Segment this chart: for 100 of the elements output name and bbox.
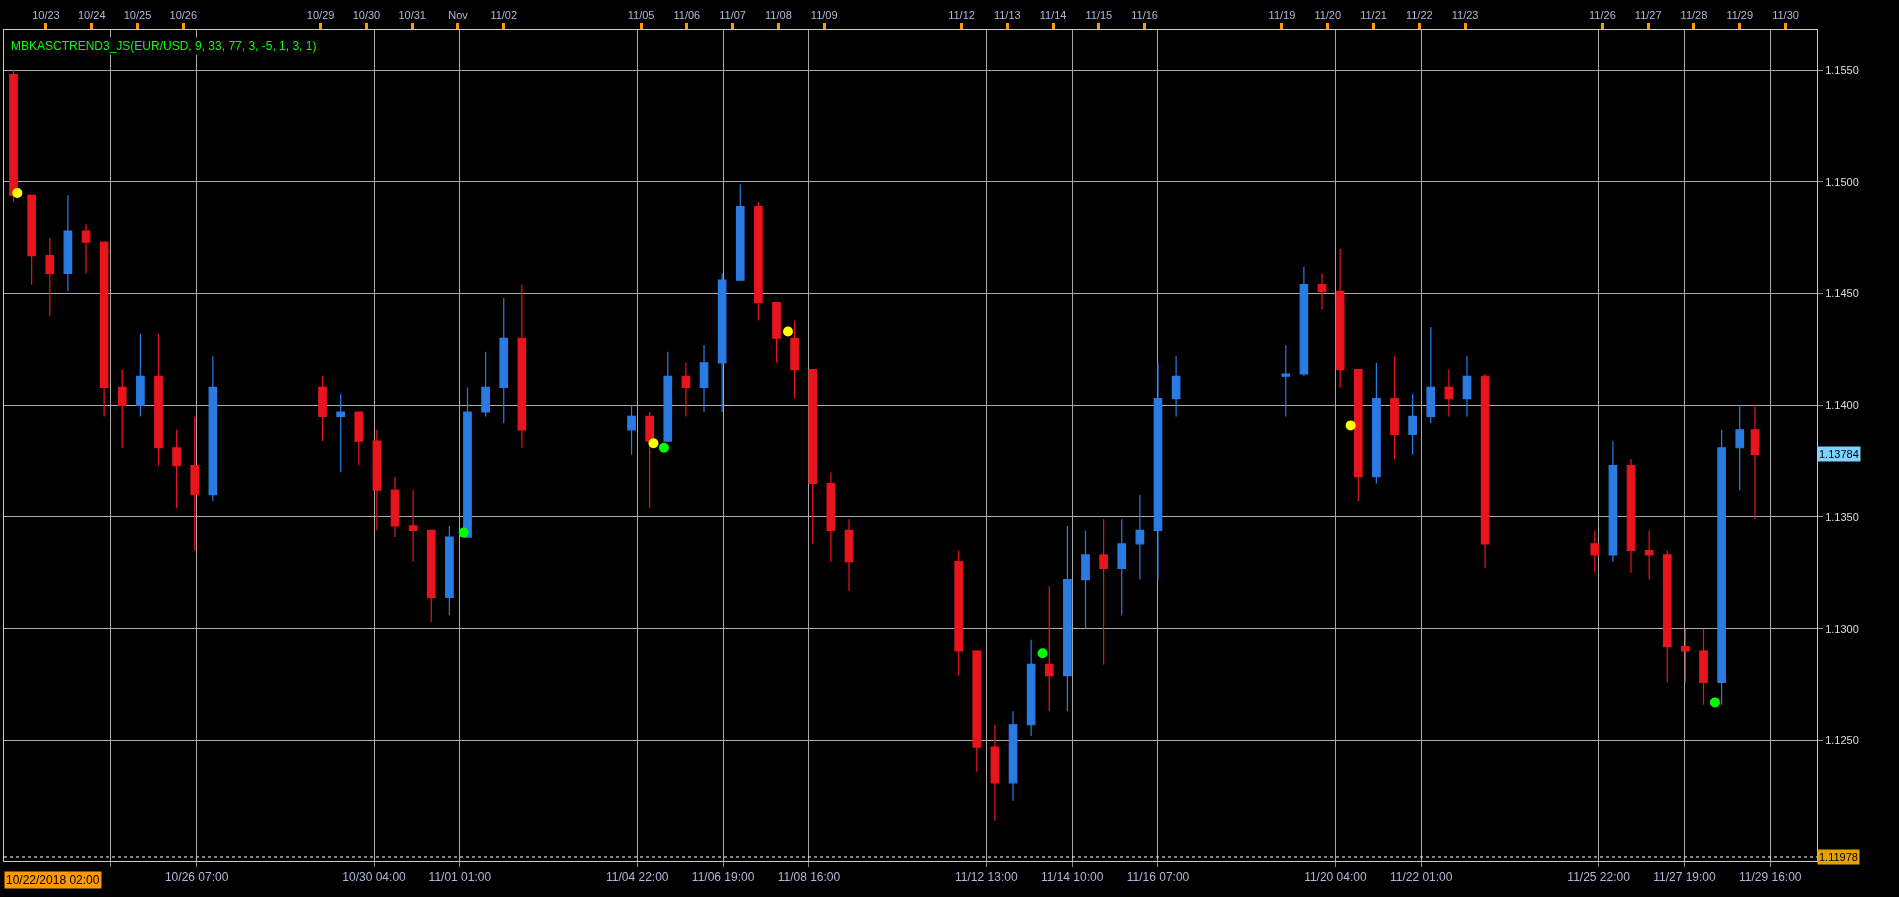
- candlestick: [1626, 458, 1636, 574]
- x2-tick-label: 11/06: [673, 8, 701, 21]
- x2-tick-label: 11/28: [1680, 8, 1708, 21]
- x2-tick-label: 11/13: [993, 8, 1021, 21]
- x-tick-label: 11/27 19:00: [1653, 870, 1716, 885]
- candlestick: [208, 355, 218, 502]
- candlestick: [1480, 373, 1490, 569]
- x2-tick-label: 10/26: [169, 8, 198, 21]
- candlestick: [1135, 494, 1145, 581]
- x2-tick-label: 11/20: [1314, 8, 1342, 21]
- candlestick: [1317, 272, 1327, 310]
- candlestick: [1750, 404, 1760, 520]
- x2-tick-label: 11/15: [1085, 8, 1113, 21]
- candlestick: [1281, 344, 1291, 418]
- candlestick: [1153, 362, 1163, 581]
- candlestick: [844, 518, 854, 592]
- candlestick: [1681, 628, 1690, 683]
- point: [648, 438, 659, 449]
- candlestick: [45, 237, 55, 317]
- x2-tick-label: 11/02: [490, 8, 518, 21]
- x2-tick-label: 11/07: [719, 8, 746, 21]
- x-tick-label: 11/16 07:00: [1126, 870, 1190, 885]
- x-tick-label: 11/12 13:00: [955, 870, 1018, 885]
- x2-tick-label: 11/08: [765, 8, 792, 21]
- candlestick: [1699, 628, 1708, 706]
- candlestick: [1735, 404, 1745, 491]
- candlestick: [499, 297, 509, 424]
- x2-tick-label: 11/14: [1039, 8, 1067, 21]
- candlestick: [1426, 326, 1436, 424]
- y-tick-label: 1.1250: [1825, 734, 1859, 747]
- candlestick: [681, 362, 691, 418]
- point: [458, 527, 469, 538]
- candlestick: [117, 368, 127, 449]
- candlestick: [1662, 549, 1672, 683]
- point: [1037, 648, 1048, 659]
- candlestick: [1063, 525, 1072, 712]
- x2-tick-label: 10/30: [352, 8, 381, 21]
- text: 10/22/2018 02:00: [6, 873, 100, 887]
- y-tick-label: 1.1400: [1825, 399, 1859, 412]
- x2-tick-label: 11/16: [1131, 8, 1158, 21]
- y-tick-label: 1.1550: [1825, 64, 1859, 77]
- x2-tick-label: 11/19: [1268, 8, 1296, 21]
- candlestick: [517, 284, 527, 449]
- candlestick: [390, 476, 400, 538]
- x2-tick-label: 10/31: [398, 8, 426, 21]
- candlestick: [1372, 362, 1381, 485]
- x-tick-label: 11/04 22:00: [606, 870, 669, 885]
- x2-tick-label: 11/27: [1634, 8, 1662, 21]
- candlestick: [1462, 355, 1472, 418]
- point: [1345, 420, 1356, 431]
- candlestick: [990, 724, 1000, 822]
- candlestick: [1026, 639, 1036, 737]
- candlestick: [1117, 518, 1127, 616]
- ref-line-label: 1.11978: [1819, 851, 1858, 863]
- candlestick: [1644, 529, 1654, 581]
- x2-tick-label: 11/12: [948, 8, 975, 21]
- candlestick: [408, 489, 418, 563]
- candlestick: [1008, 710, 1018, 802]
- point: [782, 326, 793, 337]
- candlestick: [426, 529, 436, 623]
- candlestick: [735, 183, 745, 281]
- x-tick-label: 11/22 01:00: [1389, 870, 1453, 885]
- x2-tick-label: 11/21: [1360, 8, 1387, 21]
- candlestick: [699, 344, 709, 413]
- y-tick-label: 1.1350: [1825, 510, 1859, 523]
- candlestick: [1299, 266, 1309, 377]
- x2-tick-label: 10/25: [123, 8, 152, 21]
- candlestick: [826, 471, 836, 563]
- candlestick: [1390, 355, 1399, 460]
- candlestick: [1099, 518, 1108, 666]
- candlestick: [954, 549, 963, 677]
- text: 1.13784: [1819, 448, 1859, 460]
- x2-tick-label: 10/24: [77, 8, 106, 21]
- candlestick: [172, 429, 181, 509]
- candlestick: [1590, 529, 1600, 574]
- x-tick-label: 11/01 01:00: [428, 870, 492, 885]
- candlestick: [808, 368, 818, 545]
- candlestick: [627, 404, 636, 456]
- x-tick-label: 11/29 16:00: [1739, 870, 1802, 885]
- candlestick: [318, 375, 327, 442]
- candlestick: [445, 525, 454, 616]
- x2-tick-label: 10/29: [306, 8, 335, 21]
- point: [12, 188, 23, 199]
- point: [1709, 697, 1720, 708]
- x-tick-label: 10/30 04:00: [342, 870, 407, 885]
- y-tick-label: 1.1300: [1825, 622, 1859, 635]
- x2-tick-label: 11/23: [1451, 8, 1479, 21]
- candlestick: [354, 411, 364, 467]
- annotation: MBKASCTREND3_JS(EUR/USD, 9, 33, 77, 3, -5, 1, 3, 1): [11, 39, 317, 53]
- x-tick-label: 11/25 22:00: [1567, 870, 1631, 885]
- candlestick: [1081, 529, 1090, 630]
- point: [658, 442, 669, 453]
- x2-tick-label: 10/23: [32, 8, 60, 21]
- x-tick-label: 11/20 04:00: [1304, 870, 1367, 885]
- candlestick: [27, 194, 36, 286]
- candlestick: [154, 333, 163, 467]
- x2-tick-label: 11/09: [810, 8, 838, 21]
- x-tick-label: 11/06 19:00: [691, 870, 755, 885]
- candlestick: [81, 223, 91, 275]
- candlestick: [1608, 440, 1618, 563]
